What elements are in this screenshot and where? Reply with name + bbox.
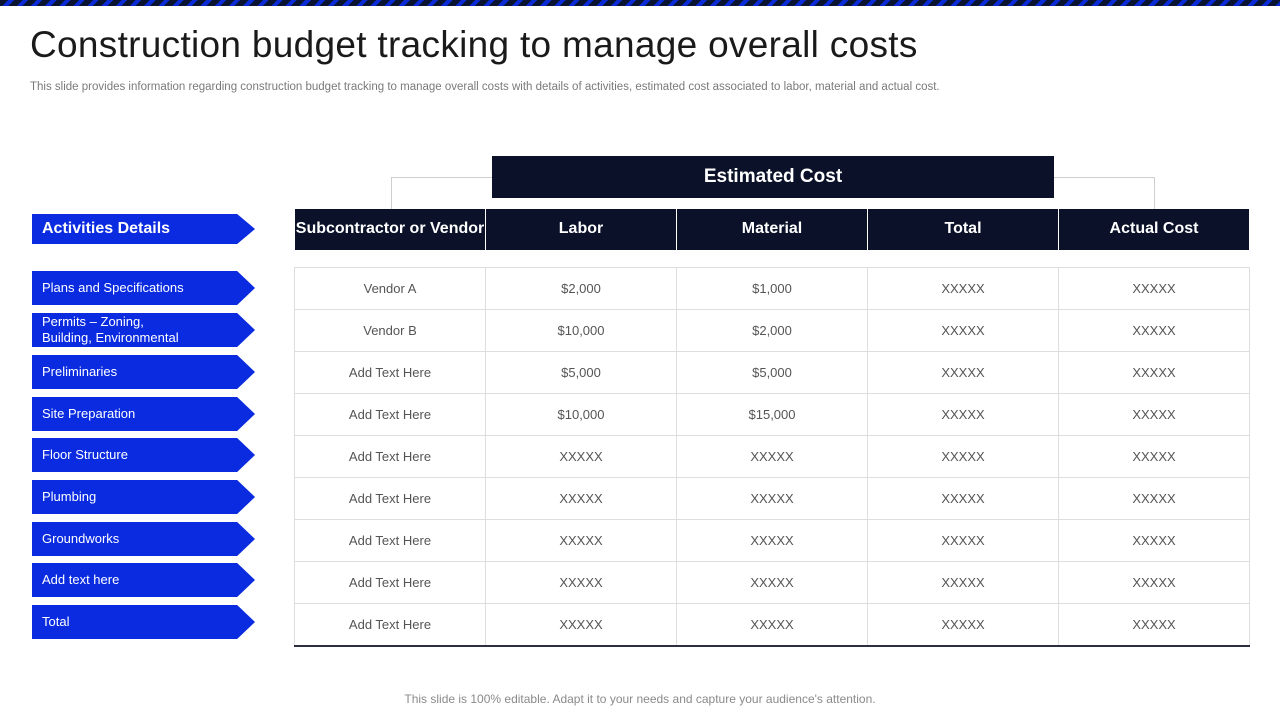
activity-arrow: Floor Structure (32, 438, 255, 472)
activity-arrow: Add text here (32, 563, 255, 597)
activities-header-label: Activities Details (42, 220, 171, 238)
table-row: Vendor A $2,000 $1,000 XXXXX XXXXX (294, 267, 1250, 310)
table-cell: XXXXX (676, 435, 868, 478)
table-cell: $5,000 (676, 351, 868, 394)
slide-footer: This slide is 100% editable. Adapt it to… (404, 692, 876, 706)
activity-label: Add text here (42, 572, 120, 588)
table-row: Vendor B $10,000 $2,000 XXXXX XXXXX (294, 309, 1250, 352)
table-row: Add Text Here XXXXX XXXXX XXXXX XXXXX (294, 435, 1250, 478)
activity-label: Preliminaries (42, 364, 118, 380)
activity-arrow: Plumbing (32, 480, 255, 514)
activity-label: Plumbing (42, 489, 97, 505)
table-cell: XXXXX (867, 309, 1059, 352)
activity-label: Groundworks (42, 531, 120, 547)
estimated-cost-bracket-left (391, 177, 493, 209)
column-header-total: Total (868, 209, 1058, 250)
table-cell: XXXXX (485, 435, 677, 478)
activity-arrow: Groundworks (32, 522, 255, 556)
activity-label: Site Preparation (42, 406, 136, 422)
activity-arrow: Total (32, 605, 255, 639)
table-cell: XXXXX (867, 435, 1059, 478)
activity-label: Plans and Specifications (42, 280, 184, 296)
table-row: Add Text Here XXXXX XXXXX XXXXX XXXXX (294, 477, 1250, 520)
table-cell: XXXXX (1058, 267, 1250, 310)
table-cell: $15,000 (676, 393, 868, 436)
table-cell: Add Text Here (294, 435, 486, 478)
table-cell: XXXXX (1058, 519, 1250, 562)
activity-label: Floor Structure (42, 447, 128, 463)
table-cell: XXXXX (867, 351, 1059, 394)
table-cell: XXXXX (1058, 351, 1250, 394)
top-stripe (0, 0, 1280, 6)
table-cell: XXXXX (676, 477, 868, 520)
column-header-labor: Labor (486, 209, 676, 250)
table-cell: $10,000 (485, 393, 677, 436)
table-cell: XXXXX (1058, 309, 1250, 352)
table-cell: XXXXX (867, 603, 1059, 647)
table-cell: XXXXX (485, 477, 677, 520)
table-cell: XXXXX (676, 603, 868, 647)
table-cell: Add Text Here (294, 351, 486, 394)
table-cell: XXXXX (1058, 435, 1250, 478)
column-header-actual-cost: Actual Cost (1059, 209, 1249, 250)
table-cell: Vendor B (294, 309, 486, 352)
table-cell: $2,000 (676, 309, 868, 352)
table-cell: XXXXX (676, 561, 868, 604)
table-row: Add Text Here $10,000 $15,000 XXXXX XXXX… (294, 393, 1250, 436)
table-cell: XXXXX (867, 477, 1059, 520)
table-cell: $1,000 (676, 267, 868, 310)
table-row: Add Text Here XXXXX XXXXX XXXXX XXXXX (294, 603, 1250, 647)
slide-subtitle: This slide provides information regardin… (30, 81, 940, 93)
estimated-cost-header: Estimated Cost (492, 156, 1054, 198)
table-cell: XXXXX (867, 267, 1059, 310)
table-cell: XXXXX (1058, 393, 1250, 436)
table-cell: XXXXX (867, 393, 1059, 436)
table-cell: XXXXX (1058, 603, 1250, 647)
table-cell: Vendor A (294, 267, 486, 310)
activity-label: Permits – Zoning, Building, Environmenta… (42, 314, 179, 345)
table-cell: $5,000 (485, 351, 677, 394)
table-cell: XXXXX (1058, 561, 1250, 604)
table-cell: XXXXX (867, 519, 1059, 562)
activity-arrow: Site Preparation (32, 397, 255, 431)
slide-title: Construction budget tracking to manage o… (30, 24, 918, 65)
table-cell: XXXXX (485, 519, 677, 562)
column-header-material: Material (677, 209, 867, 250)
table-cell: XXXXX (676, 519, 868, 562)
table-cell: Add Text Here (294, 561, 486, 604)
table-cell: $10,000 (485, 309, 677, 352)
table-row: Add Text Here XXXXX XXXXX XXXXX XXXXX (294, 519, 1250, 562)
table-cell: XXXXX (485, 561, 677, 604)
table-cell: Add Text Here (294, 519, 486, 562)
activity-arrow: Preliminaries (32, 355, 255, 389)
estimated-cost-bracket-right (1054, 177, 1155, 209)
activity-arrow: Permits – Zoning, Building, Environmenta… (32, 313, 255, 347)
table-cell: XXXXX (1058, 477, 1250, 520)
table-cell: XXXXX (867, 561, 1059, 604)
table-row: Add Text Here XXXXX XXXXX XXXXX XXXXX (294, 561, 1250, 604)
column-header-vendor: Subcontractor or Vendor (295, 209, 485, 250)
table-cell: Add Text Here (294, 477, 486, 520)
activity-arrow: Plans and Specifications (32, 271, 255, 305)
activities-header-arrow: Activities Details (32, 214, 255, 244)
table-cell: Add Text Here (294, 393, 486, 436)
table-cell: Add Text Here (294, 603, 486, 647)
table-cell: $2,000 (485, 267, 677, 310)
activity-label: Total (42, 614, 70, 630)
cost-table: Vendor A $2,000 $1,000 XXXXX XXXXX Vendo… (294, 267, 1250, 647)
table-row: Add Text Here $5,000 $5,000 XXXXX XXXXX (294, 351, 1250, 394)
table-cell: XXXXX (485, 603, 677, 647)
